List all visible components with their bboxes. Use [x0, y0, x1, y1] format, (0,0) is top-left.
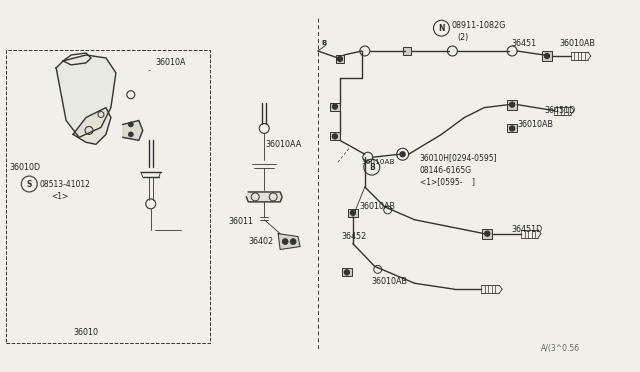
Circle shape [282, 238, 288, 244]
Text: 36010A: 36010A [148, 58, 186, 71]
Polygon shape [73, 108, 111, 144]
Text: 36010D: 36010D [10, 163, 40, 171]
Text: 08146-6165G: 08146-6165G [420, 166, 472, 174]
Text: 36451D: 36451D [511, 225, 543, 234]
Text: (2): (2) [458, 33, 468, 42]
Bar [403, 47, 411, 55]
Circle shape [290, 238, 296, 244]
Text: 36010AA: 36010AA [265, 140, 301, 149]
Circle shape [509, 126, 515, 131]
Text: 08911-1082G: 08911-1082G [451, 21, 506, 30]
Text: 36010H[0294-0595]: 36010H[0294-0595] [420, 153, 497, 162]
Text: 36010AB: 36010AB [360, 202, 396, 211]
Polygon shape [56, 55, 116, 137]
Bar [6, 50, 211, 343]
Circle shape [129, 132, 133, 137]
Circle shape [337, 57, 342, 61]
Text: A/(3^0.56: A/(3^0.56 [541, 344, 580, 353]
Text: 36452: 36452 [342, 232, 367, 241]
Text: N: N [438, 24, 445, 33]
Bar [542, 51, 552, 61]
Polygon shape [123, 121, 143, 140]
Text: 36451: 36451 [511, 39, 536, 48]
Text: 36402: 36402 [248, 237, 273, 246]
Circle shape [332, 104, 337, 109]
Bar [330, 132, 340, 140]
Text: 08513-41012: 08513-41012 [39, 180, 90, 189]
Polygon shape [246, 192, 282, 202]
Circle shape [400, 152, 405, 157]
Text: <1>: <1> [51, 192, 68, 201]
Circle shape [344, 270, 349, 275]
Circle shape [545, 54, 550, 58]
Text: 36451D: 36451D [544, 106, 575, 115]
Bar [336, 55, 344, 63]
Circle shape [129, 122, 133, 127]
Text: <1>[0595-    ]: <1>[0595- ] [420, 177, 475, 186]
Circle shape [484, 231, 490, 236]
Circle shape [509, 102, 515, 107]
Text: 36010: 36010 [74, 328, 99, 337]
Bar [483, 229, 492, 238]
Text: B: B [321, 40, 326, 46]
Bar [348, 209, 358, 217]
Text: 36010AB: 36010AB [362, 159, 396, 165]
Text: S: S [27, 180, 32, 189]
Text: B: B [369, 163, 374, 171]
Text: 36010AB: 36010AB [372, 277, 408, 286]
Text: 36011: 36011 [228, 217, 253, 226]
Bar [507, 125, 517, 132]
Bar [507, 100, 517, 110]
Polygon shape [278, 234, 300, 250]
Bar [330, 103, 340, 110]
Circle shape [350, 210, 355, 215]
Circle shape [332, 134, 337, 139]
Bar [342, 268, 352, 276]
Text: 36010AB: 36010AB [559, 39, 595, 48]
Text: 36010AB: 36010AB [517, 120, 553, 129]
